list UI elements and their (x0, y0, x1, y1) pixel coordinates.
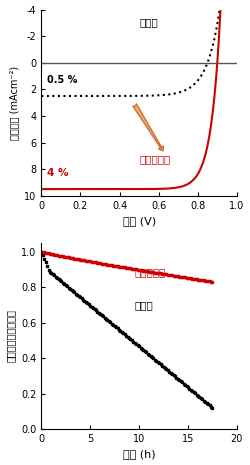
Text: 従来法: 従来法 (139, 18, 158, 27)
Text: 0.5 %: 0.5 % (47, 75, 78, 85)
Text: 従来法: 従来法 (134, 300, 153, 311)
X-axis label: 電圧 (V): 電圧 (V) (122, 216, 156, 226)
Text: 新規合成法: 新規合成法 (134, 267, 166, 277)
Text: 新規合成法: 新規合成法 (139, 154, 170, 165)
Y-axis label: 電流密度 (mAcm⁻²): 電流密度 (mAcm⁻²) (9, 66, 19, 140)
Text: 4 %: 4 % (47, 168, 69, 178)
Y-axis label: 変換効率（規格化）: 変換効率（規格化） (6, 310, 16, 362)
X-axis label: 時間 (h): 時間 (h) (123, 450, 156, 459)
